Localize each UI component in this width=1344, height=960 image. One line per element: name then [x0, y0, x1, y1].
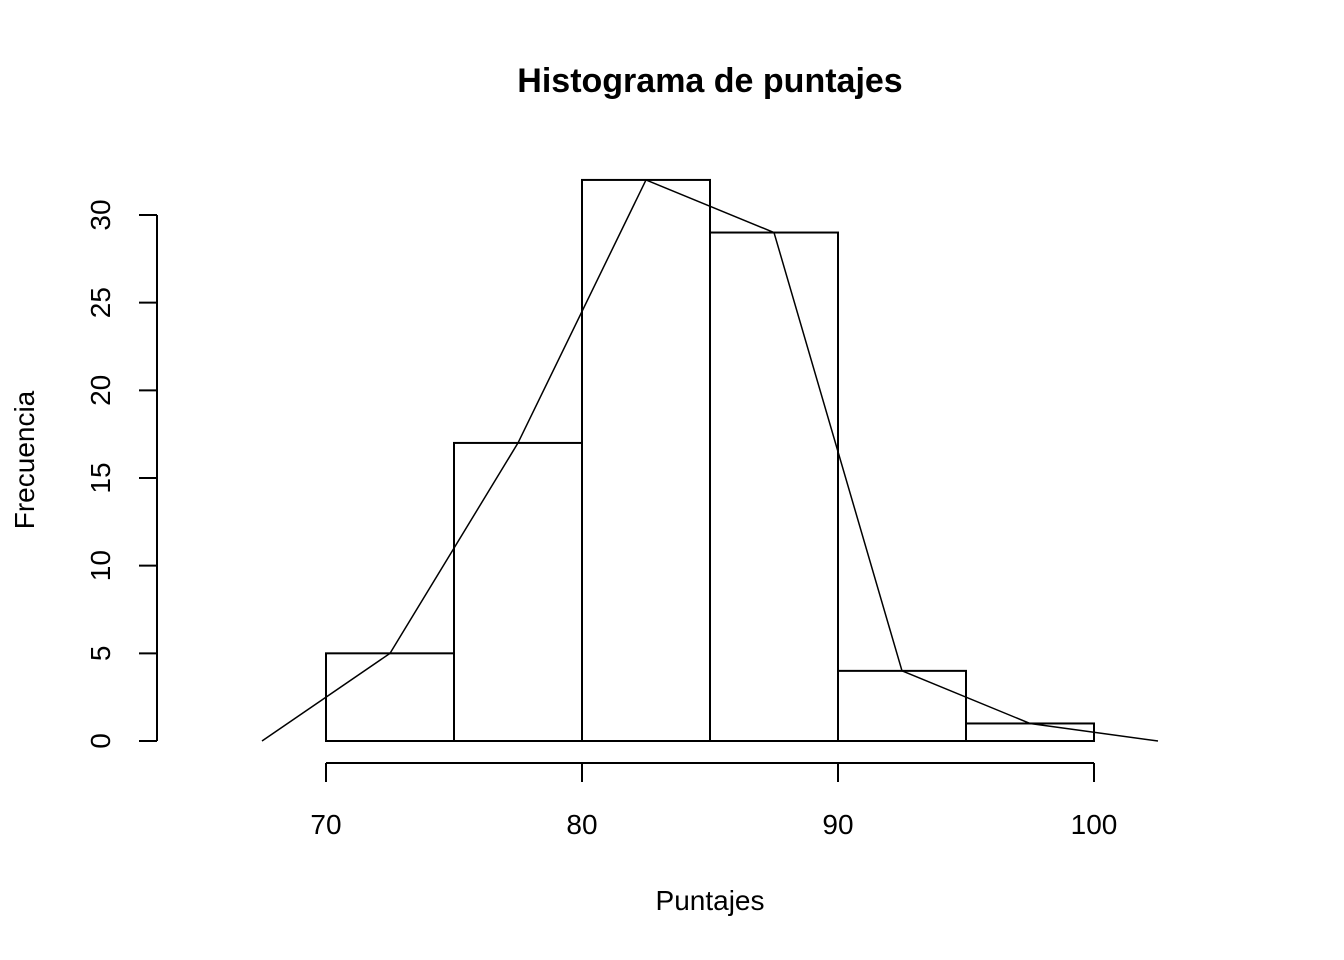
x-axis: 70 80 90 100: [310, 762, 1118, 840]
x-tick-label-70: 70: [310, 809, 341, 840]
x-axis-label: Puntajes: [656, 885, 765, 916]
y-tick-label-15: 15: [85, 462, 116, 493]
y-tick-label-25: 25: [85, 287, 116, 318]
x-tick-label-80: 80: [566, 809, 597, 840]
bar-85-90: [709, 231, 839, 743]
bar-80-85: [581, 178, 711, 742]
bar-70-75: [325, 652, 455, 742]
y-axis: 0 5 10 15 20 25 30: [85, 199, 158, 749]
bar-75-80: [453, 441, 583, 742]
y-tick-label-30: 30: [85, 199, 116, 230]
bar-90-95: [837, 669, 967, 742]
x-tick-label-100: 100: [1071, 809, 1118, 840]
y-tick-label-5: 5: [85, 646, 116, 662]
bar-95-100: [965, 722, 1095, 743]
x-tick-label-90: 90: [822, 809, 853, 840]
y-tick-label-10: 10: [85, 550, 116, 581]
frequency-polygon: [261, 178, 1159, 742]
y-tick-label-0: 0: [85, 733, 116, 749]
y-axis-label: Frecuencia: [9, 390, 40, 529]
chart-title: Histograma de puntajes: [517, 62, 902, 100]
histogram-bars: [325, 178, 1095, 743]
y-tick-label-20: 20: [85, 375, 116, 406]
